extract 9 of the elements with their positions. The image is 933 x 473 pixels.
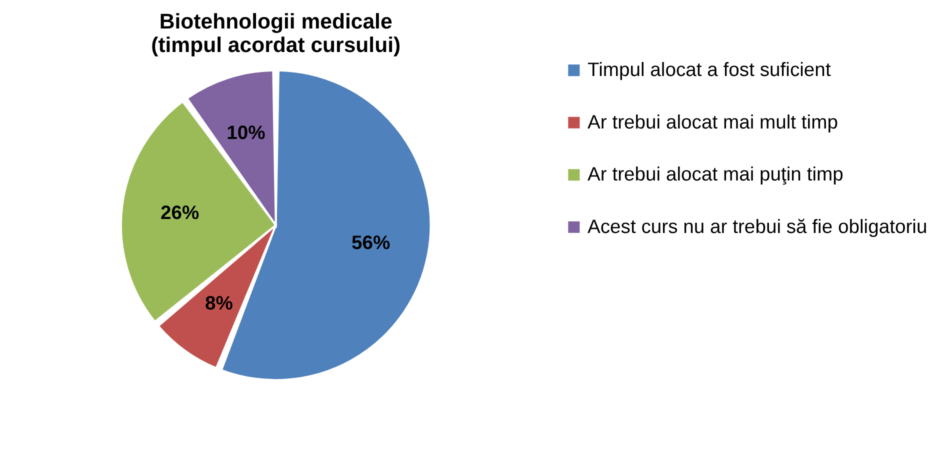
legend-label: Timpul alocat a fost suficient	[587, 59, 832, 82]
data-label: 10%	[226, 122, 266, 144]
data-label: 8%	[204, 292, 233, 314]
legend-label: Ar trebui alocat mai puţin timp	[587, 164, 844, 186]
chart-title: Biotehnologii medicale (timpul acordat cursului)	[151, 10, 401, 57]
legend-label: Ar trebui alocat mai mult timp	[587, 111, 838, 134]
data-label: 26%	[160, 202, 200, 224]
legend-label: Acest curs nu ar trebui să fie obligatoriu	[587, 216, 928, 238]
data-label: 56%	[352, 232, 390, 254]
